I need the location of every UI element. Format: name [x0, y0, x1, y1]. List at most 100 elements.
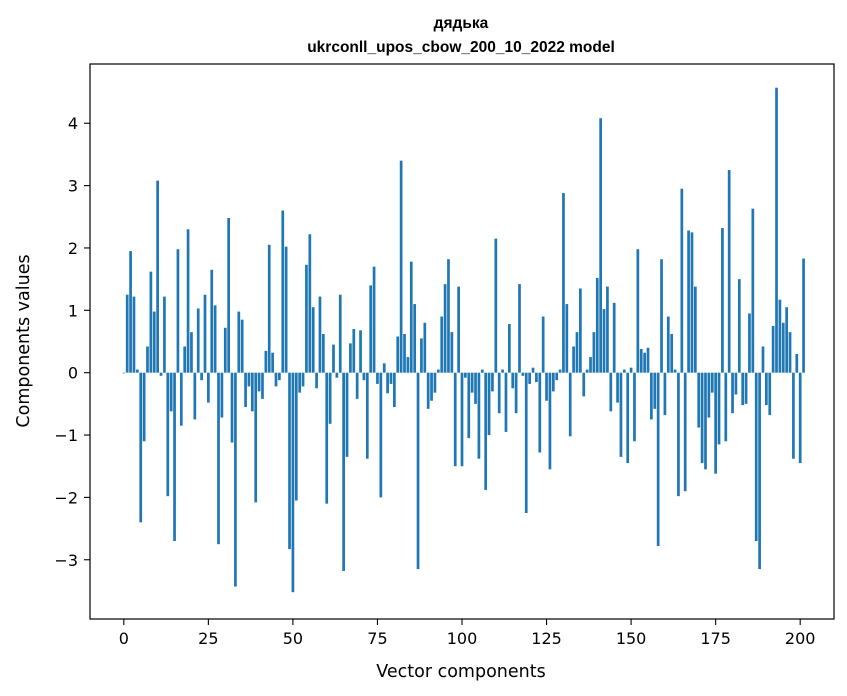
bar	[660, 259, 663, 373]
bar	[656, 372, 660, 547]
bar	[288, 372, 291, 550]
bar	[629, 367, 633, 373]
bar	[734, 372, 738, 395]
bar	[433, 372, 437, 393]
x-axis-label: Vector components	[376, 662, 545, 682]
y-axis: −3 −2 −1 0 1 2 3 4	[54, 114, 90, 570]
bar	[135, 369, 139, 373]
bar	[139, 372, 143, 523]
bar	[524, 372, 528, 513]
bar	[443, 284, 447, 373]
bar	[721, 228, 724, 373]
bar	[653, 372, 657, 409]
bar	[169, 372, 173, 412]
bar	[332, 344, 335, 373]
bar	[399, 160, 403, 373]
bar	[163, 296, 166, 373]
bar	[122, 372, 126, 374]
bar	[727, 170, 731, 373]
bar	[376, 372, 379, 384]
y-tick-label: 0	[68, 364, 78, 383]
bar	[311, 307, 315, 373]
bar	[531, 367, 535, 373]
bar	[237, 311, 241, 373]
bar	[538, 372, 542, 453]
bar	[487, 372, 491, 436]
bar	[227, 218, 231, 373]
bar	[765, 372, 768, 406]
bar	[464, 372, 467, 378]
bar	[484, 372, 488, 490]
bar	[548, 372, 552, 470]
bar	[420, 338, 423, 373]
bar	[318, 296, 322, 373]
bar	[305, 264, 308, 373]
bar	[480, 369, 484, 373]
bar	[369, 285, 373, 373]
bar	[149, 271, 153, 373]
bar	[467, 372, 471, 439]
y-tick-label: 1	[68, 301, 78, 320]
bar	[217, 372, 220, 545]
bar	[470, 372, 474, 393]
bar	[450, 332, 454, 373]
bar	[207, 372, 210, 403]
y-tick-label: 2	[68, 239, 78, 258]
x-tick-label: 25	[198, 629, 218, 648]
y-tick-label: 4	[68, 114, 78, 133]
bar	[352, 329, 356, 373]
bar	[511, 372, 515, 389]
bar	[196, 308, 200, 373]
bar	[775, 87, 778, 373]
bar	[504, 372, 508, 432]
bar	[771, 325, 775, 373]
x-axis: 0 25 50 75 100 125 150 175 200	[119, 619, 815, 648]
bar	[491, 372, 494, 392]
bar	[535, 372, 538, 383]
x-tick-label: 175	[700, 629, 731, 648]
bar	[365, 372, 369, 459]
bar	[707, 372, 711, 418]
bar	[430, 372, 433, 401]
bar	[403, 334, 406, 373]
x-tick-label: 0	[119, 629, 129, 648]
bar	[562, 193, 565, 373]
bar	[758, 372, 761, 570]
bar	[592, 332, 596, 373]
bar	[250, 372, 254, 412]
bar	[457, 286, 460, 373]
bar	[714, 372, 717, 474]
bar	[271, 352, 274, 373]
bar	[744, 372, 748, 404]
bar	[670, 334, 674, 373]
bar	[579, 288, 582, 373]
bar	[426, 372, 430, 409]
bar	[545, 372, 548, 401]
bar	[673, 369, 677, 373]
bar	[179, 372, 183, 426]
bar	[166, 372, 170, 497]
bar	[142, 372, 146, 442]
bar	[619, 372, 623, 457]
bar	[359, 330, 362, 373]
bar	[751, 208, 755, 373]
bar	[423, 322, 427, 373]
bar	[798, 372, 802, 464]
bar	[264, 350, 268, 373]
bar	[521, 372, 525, 376]
bar	[261, 372, 264, 399]
bar	[555, 372, 559, 381]
bar	[125, 294, 129, 373]
bar	[606, 286, 609, 373]
bar	[748, 313, 751, 373]
bar	[200, 372, 203, 381]
bar	[406, 357, 410, 373]
bar	[568, 372, 572, 437]
bar	[737, 279, 741, 373]
bar	[575, 332, 579, 373]
bar	[436, 369, 440, 373]
bar	[146, 346, 149, 373]
bar	[572, 346, 575, 373]
bar	[558, 369, 562, 373]
